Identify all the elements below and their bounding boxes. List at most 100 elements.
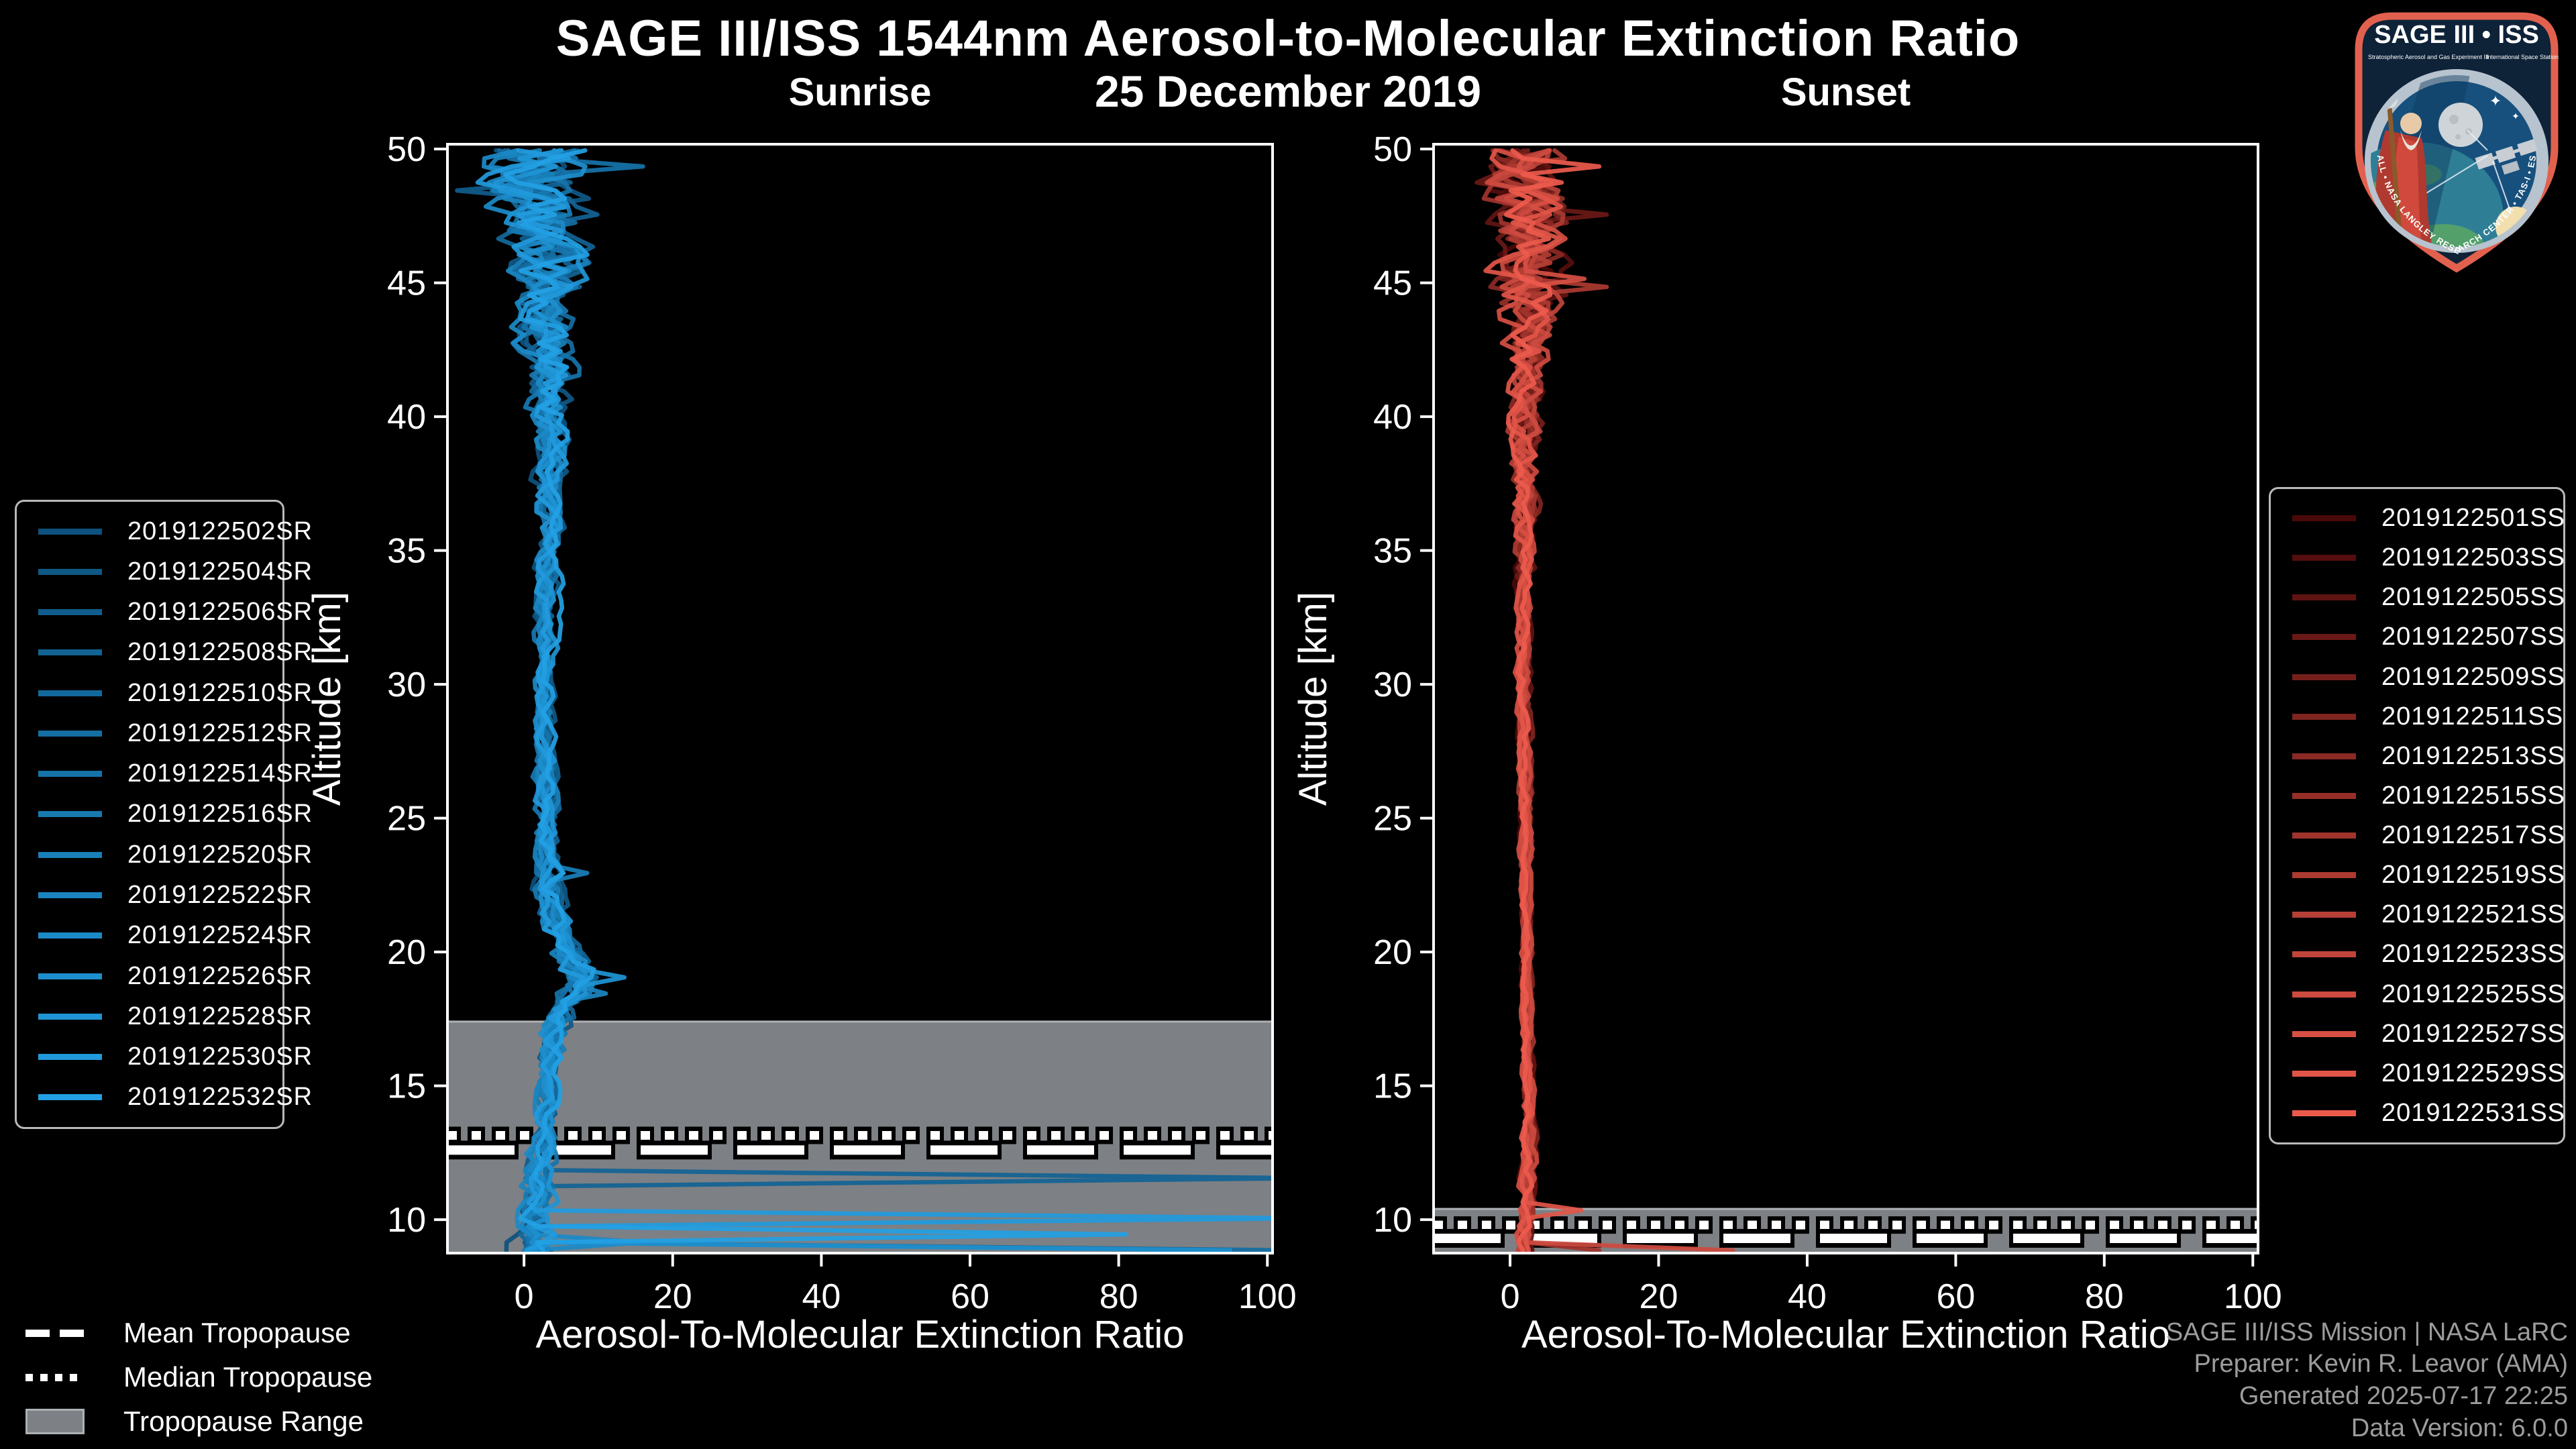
credits-mission: SAGE III/ISS Mission | NASA LaRC bbox=[2165, 1318, 2568, 1346]
panel-title-sunrise: Sunrise bbox=[788, 70, 932, 114]
legend-line-swatch bbox=[38, 1054, 102, 1061]
x-tick-0: 0 bbox=[1501, 1277, 1520, 1316]
mean-tropopause-dash-icon bbox=[25, 1329, 106, 1337]
credits-generated: Generated 2025-07-17 22:25 bbox=[2239, 1382, 2568, 1411]
legend-event-id: 2019122505SS bbox=[2381, 583, 2566, 612]
legend-line-swatch bbox=[38, 649, 102, 656]
legend-item: 2019122528SR bbox=[23, 1002, 312, 1031]
legend-event-id: 2019122513SS bbox=[2381, 741, 2566, 770]
legend-event-id: 2019122516SR bbox=[127, 800, 313, 828]
y-tick-15: 15 bbox=[387, 1067, 426, 1106]
x-tick-100: 100 bbox=[1238, 1277, 1295, 1316]
credits-data-version: Data Version: 6.0.0 bbox=[2351, 1414, 2568, 1443]
legend-line-swatch bbox=[38, 528, 102, 535]
legend-event-id: 2019122514SR bbox=[127, 759, 313, 788]
legend-line-swatch bbox=[2292, 713, 2356, 720]
legend-line-swatch bbox=[38, 771, 102, 777]
legend-event-id: 2019122502SR bbox=[127, 517, 313, 545]
y-tick-35: 35 bbox=[387, 532, 426, 571]
legend-item: 2019122519SS bbox=[2277, 861, 2565, 890]
logo-star-icon: ✦ bbox=[2489, 93, 2502, 109]
legend-event-id: 2019122510SR bbox=[127, 678, 313, 707]
legend-item: 2019122527SS bbox=[2277, 1020, 2565, 1049]
median-tropopause-legend-item: Median Tropopause bbox=[25, 1355, 372, 1399]
legend-event-id: 2019122528SR bbox=[127, 1002, 313, 1030]
y-tick-45: 45 bbox=[387, 264, 426, 303]
y-tick-10: 10 bbox=[387, 1201, 426, 1240]
legend-event-id: 2019122521SS bbox=[2381, 900, 2566, 929]
x-tick-40: 40 bbox=[1788, 1277, 1827, 1316]
profile-line-2019122532SR bbox=[503, 148, 1128, 1253]
legend-line-swatch bbox=[2292, 951, 2356, 958]
legend-event-id: 2019122507SS bbox=[2381, 623, 2566, 651]
tropopause-range-swatch-icon bbox=[25, 1409, 106, 1434]
legend-event-id: 2019122517SS bbox=[2381, 821, 2566, 850]
x-tick-60: 60 bbox=[951, 1277, 989, 1316]
figure-title: SAGE III/ISS 1544nm Aerosol-to-Molecular… bbox=[555, 10, 2021, 67]
legend-event-id: 2019122508SR bbox=[127, 638, 313, 667]
profile-line-2019122530SR bbox=[475, 148, 1273, 1253]
legend-event-id: 2019122506SR bbox=[127, 598, 313, 627]
y-tick-50: 50 bbox=[1373, 130, 1412, 169]
tropopause-range-label: Tropopause Range bbox=[123, 1405, 364, 1437]
legend-event-id: 2019122526SR bbox=[127, 961, 313, 990]
legend-event-id: 2019122503SS bbox=[2381, 543, 2566, 572]
legend-line-swatch bbox=[38, 609, 102, 616]
legend-item: 2019122512SR bbox=[23, 719, 312, 748]
y-tick-30: 30 bbox=[387, 665, 426, 704]
legend-item: 2019122504SR bbox=[23, 557, 312, 586]
legend-item: 2019122531SS bbox=[2277, 1099, 2565, 1128]
figure-date-subtitle: 25 December 2019 bbox=[1094, 66, 1482, 116]
legend-item: 2019122522SR bbox=[23, 881, 312, 910]
legend-event-id: 2019122525SS bbox=[2381, 979, 2566, 1008]
legend-item: 2019122503SS bbox=[2277, 543, 2565, 572]
y-tick-40: 40 bbox=[1373, 398, 1412, 437]
legend-event-id: 2019122519SS bbox=[2381, 861, 2566, 890]
x-tick-80: 80 bbox=[2085, 1277, 2124, 1316]
legend-line-swatch bbox=[2292, 1030, 2356, 1037]
legend-item: 2019122510SR bbox=[23, 679, 312, 708]
legend-line-swatch bbox=[2292, 515, 2356, 522]
yaxis-label-sunset: Altitude [km] bbox=[1291, 591, 1335, 806]
legend-item: 2019122508SR bbox=[23, 638, 312, 667]
legend-item: 2019122532SR bbox=[23, 1083, 312, 1112]
legend-item: 2019122525SS bbox=[2277, 980, 2565, 1009]
sunset-legend: 2019122501SS 2019122503SS 2019122505SS 2019… bbox=[2269, 487, 2565, 1144]
tropopause-range-legend-item: Tropopause Range bbox=[25, 1399, 372, 1444]
median-tropopause-label: Median Tropopause bbox=[123, 1361, 373, 1393]
x-tick-20: 20 bbox=[653, 1277, 692, 1316]
svg-text:✦: ✦ bbox=[2512, 111, 2520, 121]
y-tick-25: 25 bbox=[387, 800, 426, 839]
legend-item: 2019122526SR bbox=[23, 962, 312, 991]
legend-line-swatch bbox=[2292, 833, 2356, 839]
legend-event-id: 2019122501SS bbox=[2381, 504, 2566, 533]
sage-iii-iss-logo: ✦ ✦ ✦ SAGE III • ISS Strato bbox=[2343, 5, 2559, 273]
legend-line-swatch bbox=[2292, 555, 2356, 561]
median-tropopause-dots-icon bbox=[25, 1373, 106, 1381]
legend-item: 2019122515SS bbox=[2277, 782, 2565, 810]
legend-event-id: 2019122530SR bbox=[127, 1042, 313, 1071]
y-tick-15: 15 bbox=[1373, 1067, 1412, 1106]
x-tick-40: 40 bbox=[802, 1277, 841, 1316]
y-tick-30: 30 bbox=[1373, 665, 1412, 704]
legend-event-id: 2019122511SS bbox=[2381, 702, 2564, 731]
legend-event-id: 2019122529SS bbox=[2381, 1059, 2566, 1087]
legend-event-id: 2019122504SR bbox=[127, 557, 313, 586]
legend-event-id: 2019122523SS bbox=[2381, 940, 2566, 969]
logo-subtitle-right: International Space Station bbox=[2486, 54, 2559, 60]
profile-line-2019122531SS bbox=[1503, 148, 1602, 1253]
legend-line-swatch bbox=[38, 1094, 102, 1101]
legend-item: 2019122521SS bbox=[2277, 900, 2565, 929]
legend-item: 2019122524SR bbox=[23, 921, 312, 950]
logo-subtitle-left: Stratospheric Aerosol and Gas Experiment… bbox=[2368, 54, 2489, 60]
legend-line-swatch bbox=[2292, 634, 2356, 641]
logo-iss bbox=[2475, 139, 2538, 175]
legend-item: 2019122514SR bbox=[23, 759, 312, 788]
legend-line-swatch bbox=[38, 851, 102, 858]
sunset-plot: 0 20 40 60 80 100 10 15 20 25 30 35 40 45 50 bbox=[1373, 130, 2281, 1316]
credits-block: SAGE III/ISS Mission | NASA LaRC Prepare… bbox=[2166, 1317, 2568, 1446]
y-tick-40: 40 bbox=[387, 398, 426, 437]
legend-event-id: 2019122515SS bbox=[2381, 781, 2566, 810]
legend-line-swatch bbox=[2292, 1070, 2356, 1077]
